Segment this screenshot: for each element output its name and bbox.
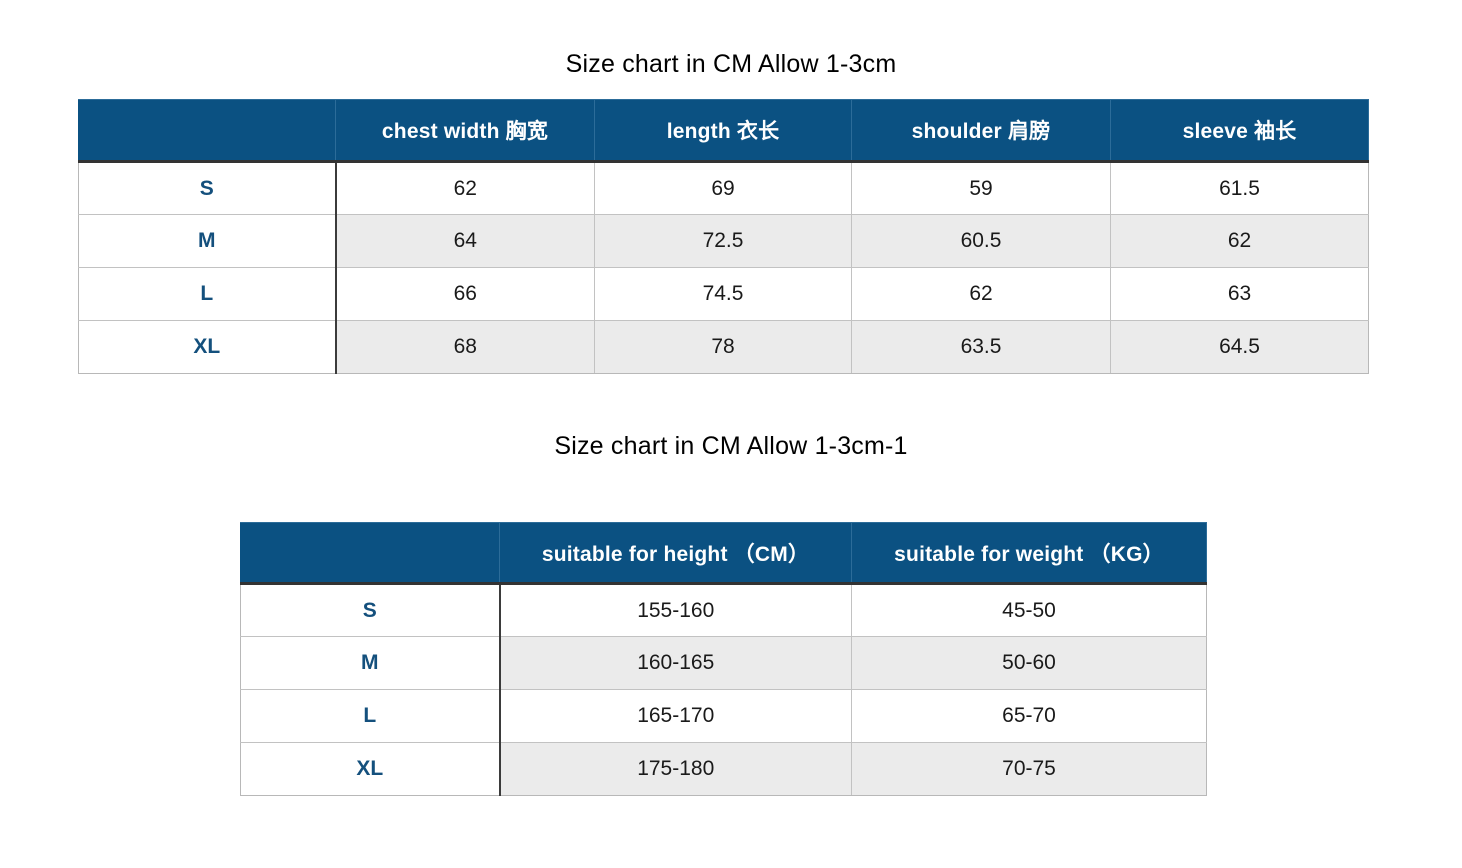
fit-cell-s-height: 155-160 <box>499 583 852 637</box>
measurements-header-size <box>78 99 336 163</box>
measurements-size-table: chest width 胸宽 length 衣长 shoulder 肩膀 sle… <box>78 99 1369 374</box>
cell-l-length: 74.5 <box>594 267 852 321</box>
fit-header-size <box>240 522 500 585</box>
measurements-table-body: S 62 69 59 61.5 M 64 72.5 60.5 62 L 66 7… <box>78 161 1369 374</box>
cell-m-length: 72.5 <box>594 214 852 268</box>
size-label-m: M <box>78 214 337 268</box>
table-row: M 64 72.5 60.5 62 <box>78 214 1369 268</box>
measurements-header-row: chest width 胸宽 length 衣长 shoulder 肩膀 sle… <box>78 99 1369 163</box>
fit-cell-s-weight: 45-50 <box>851 583 1207 637</box>
table-row: XL 68 78 63.5 64.5 <box>78 320 1369 374</box>
measurements-header-length: length 衣长 <box>594 99 852 163</box>
cell-l-chest-width: 66 <box>335 267 595 321</box>
fit-cell-m-height: 160-165 <box>499 636 852 690</box>
measurements-header-shoulder: shoulder 肩膀 <box>851 99 1111 163</box>
table-row: S 155-160 45-50 <box>240 583 1207 637</box>
table-row: L 66 74.5 62 63 <box>78 267 1369 321</box>
size-label-l: L <box>78 267 337 321</box>
cell-m-sleeve: 62 <box>1110 214 1369 268</box>
fit-chart-title: Size chart in CM Allow 1-3cm-1 <box>554 432 908 460</box>
size-label-xl: XL <box>78 320 337 374</box>
measurements-header-chest-width: chest width 胸宽 <box>335 99 595 163</box>
cell-xl-shoulder: 63.5 <box>851 320 1111 374</box>
fit-cell-l-height: 165-170 <box>499 689 852 743</box>
fit-cell-m-weight: 50-60 <box>851 636 1207 690</box>
fit-header-suitable-height: suitable for height （CM） <box>499 522 852 585</box>
cell-s-sleeve: 61.5 <box>1110 161 1369 215</box>
fit-header-row: suitable for height （CM） suitable for we… <box>240 522 1207 585</box>
cell-l-sleeve: 63 <box>1110 267 1369 321</box>
table-row: XL 175-180 70-75 <box>240 742 1207 796</box>
cell-m-chest-width: 64 <box>335 214 595 268</box>
cell-xl-chest-width: 68 <box>335 320 595 374</box>
table-row: M 160-165 50-60 <box>240 636 1207 690</box>
fit-cell-l-weight: 65-70 <box>851 689 1207 743</box>
cell-m-shoulder: 60.5 <box>851 214 1111 268</box>
fit-cell-xl-height: 175-180 <box>499 742 852 796</box>
cell-s-shoulder: 59 <box>851 161 1111 215</box>
measurements-chart-title: Size chart in CM Allow 1-3cm <box>565 50 897 78</box>
fit-cell-xl-weight: 70-75 <box>851 742 1207 796</box>
cell-s-chest-width: 62 <box>335 161 595 215</box>
cell-xl-sleeve: 64.5 <box>1110 320 1369 374</box>
cell-s-length: 69 <box>594 161 852 215</box>
cell-xl-length: 78 <box>594 320 852 374</box>
table-row: L 165-170 65-70 <box>240 689 1207 743</box>
fit-table-head: suitable for height （CM） suitable for we… <box>240 522 1207 585</box>
fit-size-label-m: M <box>240 636 501 690</box>
measurements-table-head: chest width 胸宽 length 衣长 shoulder 肩膀 sle… <box>78 99 1369 163</box>
fit-size-label-s: S <box>240 583 501 637</box>
fit-header-suitable-weight: suitable for weight （KG） <box>851 522 1207 585</box>
measurements-header-sleeve: sleeve 袖长 <box>1110 99 1369 163</box>
fit-size-label-l: L <box>240 689 501 743</box>
fit-size-table: suitable for height （CM） suitable for we… <box>240 522 1207 796</box>
size-label-s: S <box>78 161 337 215</box>
fit-size-label-xl: XL <box>240 742 501 796</box>
fit-table-body: S 155-160 45-50 M 160-165 50-60 L 165-17… <box>240 583 1207 796</box>
cell-l-shoulder: 62 <box>851 267 1111 321</box>
table-row: S 62 69 59 61.5 <box>78 161 1369 215</box>
